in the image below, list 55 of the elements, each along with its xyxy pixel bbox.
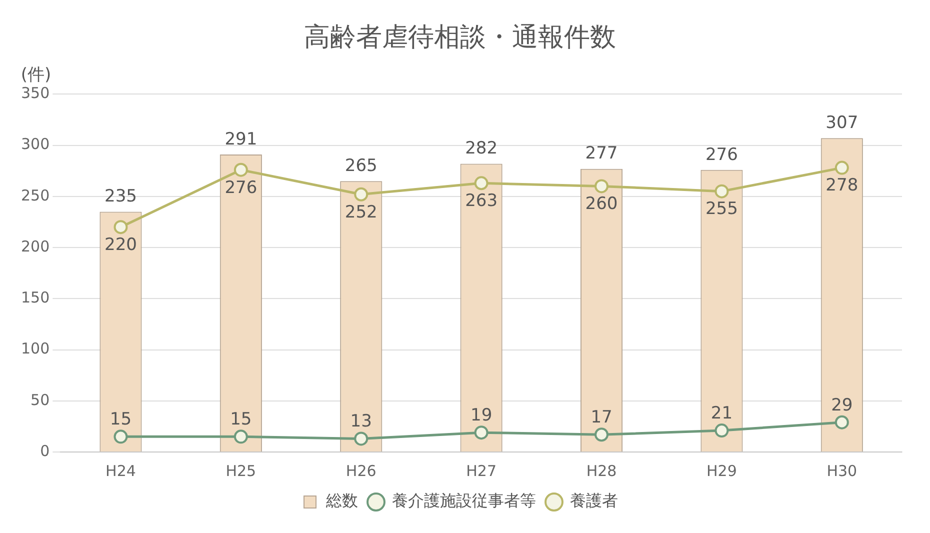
point: [354, 432, 368, 446]
legend-label: 総数: [325, 491, 358, 510]
point: [474, 426, 488, 440]
chart-title: 高齢者虐待相談・通報件数: [304, 22, 616, 52]
point: [234, 430, 248, 444]
point: [354, 187, 368, 202]
data-label: 260: [585, 194, 618, 214]
data-label: 15: [110, 410, 132, 430]
data-label: 21: [710, 403, 733, 424]
data-label: 282: [465, 138, 498, 159]
data-label: 13: [350, 412, 372, 432]
data-label: 277: [585, 144, 618, 164]
y-tick-label: 0: [40, 442, 50, 460]
point: [594, 428, 609, 442]
point: [714, 184, 729, 198]
data-label: 263: [465, 191, 498, 212]
data-label: 235: [104, 186, 137, 207]
data-label: 265: [344, 156, 378, 176]
data-label: 291: [224, 129, 258, 150]
legend-label: 養護者: [570, 491, 618, 510]
point: [474, 176, 488, 190]
point: [714, 424, 729, 438]
point: [114, 220, 128, 234]
data-label: 220: [104, 235, 137, 256]
y-tick-label: 350: [20, 84, 50, 102]
data-label: 19: [470, 406, 492, 426]
point: [594, 179, 609, 194]
data-label: 276: [705, 144, 738, 165]
data-label: 15: [230, 410, 252, 430]
data-label: 255: [705, 199, 738, 220]
point: [114, 430, 128, 444]
point: [834, 415, 849, 430]
point: [234, 162, 248, 177]
y-axis-title: (件): [20, 65, 52, 86]
x-tick-label: H27: [466, 462, 497, 480]
x-tick-label: H24: [106, 462, 136, 480]
x-tick-label: H26: [346, 462, 376, 480]
data-label: 252: [344, 202, 378, 222]
x-tick-label: H28: [586, 462, 617, 480]
y-tick-label: 50: [30, 390, 50, 409]
y-tick-label: 300: [20, 135, 50, 154]
y-tick-label: 200: [20, 237, 50, 256]
x-tick-label: H29: [706, 462, 737, 480]
x-tick-label: H25: [226, 462, 256, 480]
data-label: 29: [831, 395, 853, 416]
data-label: 17: [590, 408, 612, 428]
legend-label: 養介護施設従事者等: [392, 491, 536, 510]
x-tick-label: H30: [826, 462, 858, 480]
data-label: 276: [224, 178, 258, 198]
data-label: 278: [826, 176, 858, 196]
y-tick-label: 100: [20, 340, 50, 358]
y-tick-label: 250: [20, 186, 50, 204]
data-label: 307: [826, 113, 858, 134]
point: [834, 160, 849, 175]
y-tick-label: 150: [20, 288, 50, 307]
